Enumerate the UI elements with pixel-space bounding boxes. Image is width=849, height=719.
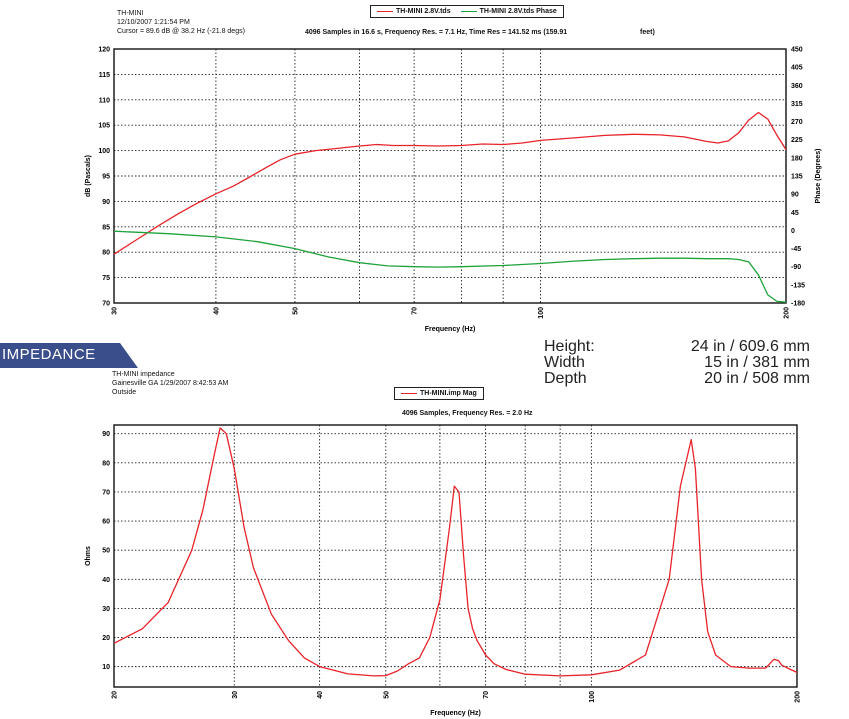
impedance-y-tick-label: 80 [102,460,110,467]
impedance-header-line: Gainesville GA 1/29/2007 8:42:53 AM [112,380,229,387]
impedance-banner-shape [0,343,138,368]
spl-y-tick-label: 110 [99,97,110,104]
spl-y-tick-label: 80 [102,250,110,257]
spl-y-tick-label: 115 [99,72,110,79]
spl-y2-tick-label: 360 [791,83,803,90]
spl-y-tick-label: 75 [102,275,110,282]
spl-y-tick-label: 120 [98,47,110,54]
spl-x-tick-label: 30 [112,307,119,315]
spl-legend: TH-MINI 2.8V.tds TH-MINI 2.8V.tds Phase [370,5,564,18]
spl-y2-tick-label: 135 [791,174,803,181]
impedance-x-tick-label: 50 [383,691,390,699]
spl-plot-frame [113,48,787,304]
spl-y2-tick-label: -180 [791,301,805,308]
spl-subtitle: 4096 Samples in 16.6 s, Frequency Res. =… [305,29,568,36]
spl-y2-tick-label: -45 [791,246,801,253]
dimension-label: Width [544,354,585,371]
impedance-chart: 10 20 30 40 50 60 70 80 90 20 30 40 50 70 100 200 Freque… [85,424,802,717]
spl-y2-tick-label: 45 [791,210,799,217]
impedance-y-tick-label: 50 [102,548,110,555]
spl-series-line [113,230,787,303]
spl-y2-tick-label: 315 [791,101,803,108]
spl-y-axis-label: dB (Pascals) [85,155,92,197]
spl-y-tick-label: 85 [102,224,110,231]
spl-x-axis-label: Frequency (Hz) [425,326,476,333]
impedance-x-tick-label: 200 [795,691,802,703]
impedance-header-line: Outside [112,389,137,396]
spl-legend-item: TH-MINI 2.8V.tds [377,8,451,15]
impedance-plot-frame [113,424,798,688]
dimension-values: 24 in / 609.6 mm 15 in / 381 mm 20 in / … [630,339,810,387]
impedance-y-axis-label: Ohms [85,546,92,566]
spl-x-tick-label: 70 [412,307,419,315]
legend-swatch [401,392,417,394]
spl-y2-tick-label: 270 [791,119,803,126]
spl-y2-tick-label: 0 [791,228,795,235]
spl-y-tick-label: 100 [98,148,110,155]
spl-header-line: Cursor = 89.6 dB @ 38.2 Hz (-21.8 degs) [117,28,245,35]
impedance-legend: TH-MINI.imp Mag [394,387,484,400]
impedance-y-tick-label: 60 [102,519,110,526]
spl-y2-axis-label: Phase (Degrees) [815,149,822,204]
spl-y2-tick-label: 90 [791,192,799,199]
impedance-y-tick-label: 90 [102,431,110,438]
impedance-x-axis-label: Frequency (Hz) [430,710,481,717]
spl-legend-label: TH-MINI 2.8V.tds [396,8,451,15]
spl-y2-tick-label: 225 [791,137,803,144]
impedance-y-tick-label: 20 [102,635,110,642]
spl-y-tick-label: 95 [102,174,110,181]
spl-x-tick-label: 100 [538,307,545,319]
spl-x-tick-label: 50 [292,307,299,315]
spl-y2-tick-label: 405 [791,65,803,72]
spl-legend-item: TH-MINI 2.8V.tds Phase [460,8,557,15]
impedance-series-line [113,427,798,677]
legend-swatch [377,10,393,12]
impedance-y-tick-label: 40 [102,577,110,584]
spl-y-tick-label: 105 [98,123,110,130]
impedance-subtitle: 4096 Samples, Frequency Res. = 2.0 Hz [402,410,533,417]
dimension-value: 20 in / 508 mm [704,370,810,387]
spl-x-tick-label: 40 [213,307,220,315]
spl-legend-label: TH-MINI 2.8V.tds Phase [479,8,557,15]
dimension-value: 24 in / 609.6 mm [690,338,810,355]
dimension-value: 15 in / 381 mm [704,354,810,371]
impedance-x-tick-label: 100 [589,691,596,703]
spl-header-line: TH-MINI [117,10,144,17]
dimension-labels: Height: Width Depth [544,339,595,387]
impedance-banner-title: IMPEDANCE [2,346,96,363]
spl-y-tick-label: 70 [102,301,110,308]
impedance-x-tick-label: 30 [232,691,239,699]
spl-header-info: TH-MINI 12/10/2007 1:21:54 PM Cursor = 8… [117,9,245,36]
spl-y2-tick-label: -90 [791,264,801,271]
impedance-y-tick-label: 10 [102,664,110,671]
spl-y2-tick-label: -135 [791,282,805,289]
impedance-legend-item: TH-MINI.imp Mag [401,390,477,397]
impedance-y-tick-label: 30 [102,606,110,613]
impedance-legend-label: TH-MINI.imp Mag [420,390,477,397]
legend-swatch [460,10,477,12]
spl-x-tick-label: 200 [784,307,791,319]
spl-subtitle-tail: feet) [640,29,655,36]
dimension-label: Depth [544,370,587,387]
spl-y2-tick-label: 450 [791,47,803,54]
dimension-label: Height: [544,338,595,355]
impedance-y-tick-label: 70 [102,489,110,496]
spl-y-tick-label: 90 [102,199,110,206]
spl-series-line [113,111,787,255]
impedance-x-tick-label: 40 [317,691,324,699]
impedance-header-line: TH-MINI impedance [112,371,175,378]
spl-y2-tick-label: 180 [791,155,803,162]
spl-chart: 70 75 80 85 90 95 100 105 110 115 120 -180 -135 -90 -4… [85,47,822,334]
impedance-x-tick-label: 20 [112,691,119,699]
impedance-x-tick-label: 70 [483,691,490,699]
impedance-header-info: TH-MINI impedance Gainesville GA 1/29/20… [112,370,228,397]
spl-header-line: 12/10/2007 1:21:54 PM [117,19,190,26]
